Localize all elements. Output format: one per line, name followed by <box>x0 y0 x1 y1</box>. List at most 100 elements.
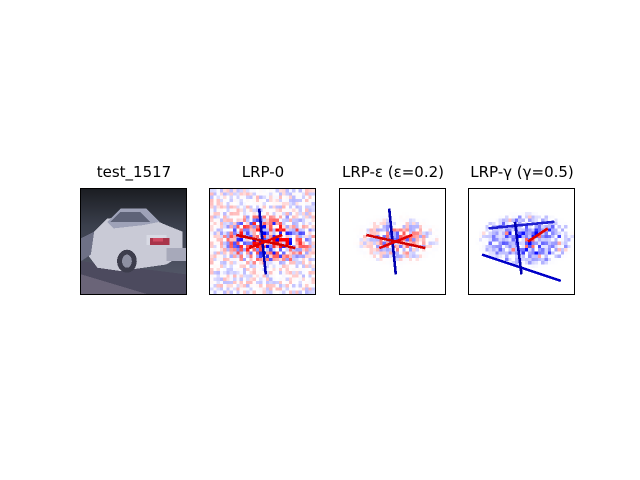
heatmap-cell <box>255 198 260 203</box>
heatmap-cell <box>389 192 393 196</box>
heatmap-cell <box>382 261 386 265</box>
heatmap-cell <box>282 228 286 232</box>
heatmap-cell <box>408 290 413 294</box>
heatmap-cell <box>311 189 315 193</box>
heatmap-cell <box>472 208 476 212</box>
heatmap-cell <box>551 244 555 249</box>
heatmap-cell <box>236 228 240 232</box>
heatmap-cell <box>239 251 243 255</box>
heatmap-cell <box>353 277 357 281</box>
heatmap-cell <box>485 198 489 203</box>
heatmap-cell <box>379 248 383 252</box>
heatmap-cell <box>495 205 499 209</box>
heatmap-cell <box>219 205 224 209</box>
heatmap-cell <box>521 290 525 294</box>
heatmap-cell <box>232 274 237 278</box>
heatmap-cell <box>223 225 227 229</box>
heatmap-cell <box>359 248 363 252</box>
heatmap-cell <box>311 238 315 242</box>
heatmap-cell <box>564 257 568 262</box>
heatmap-cell <box>469 264 473 268</box>
heatmap-cell <box>288 218 293 222</box>
heatmap-cell <box>346 254 350 258</box>
heatmap-cell <box>441 280 445 285</box>
heatmap-cell <box>298 254 302 258</box>
heatmap-cell <box>570 202 574 206</box>
heatmap-cell <box>282 234 286 239</box>
heatmap-cell <box>242 251 247 255</box>
heatmap-cell <box>408 192 413 196</box>
heatmap-cell <box>308 234 312 239</box>
heatmap-cell <box>425 264 429 268</box>
heatmap-cell <box>265 290 270 294</box>
heatmap-cell <box>431 208 436 212</box>
heatmap-cell <box>353 261 357 265</box>
heatmap-cell <box>389 189 393 193</box>
heatmap-cell <box>412 241 416 245</box>
heatmap-cell <box>541 287 545 291</box>
heatmap-cell <box>537 251 542 255</box>
heatmap-cell <box>259 287 263 291</box>
heatmap-cell <box>275 221 279 226</box>
heatmap-cell <box>292 198 296 203</box>
heatmap-cell <box>242 211 247 216</box>
heatmap-cell <box>524 198 529 203</box>
heatmap-cell <box>298 274 302 278</box>
heatmap-cell <box>295 257 299 262</box>
heatmap-cell <box>482 284 486 288</box>
heatmap-cell <box>399 287 403 291</box>
heatmap-cell <box>369 271 373 275</box>
heatmap-cell <box>501 228 506 232</box>
heatmap-cell <box>528 287 532 291</box>
heatmap-cell <box>392 290 396 294</box>
heatmap-cell <box>213 248 217 252</box>
heatmap-cell <box>269 192 273 196</box>
heatmap-cell <box>395 267 400 272</box>
heatmap-cell <box>298 205 302 209</box>
heatmap-cell <box>518 218 522 222</box>
heatmap-cell <box>501 248 506 252</box>
heatmap-cell <box>498 189 502 193</box>
heatmap-cell <box>353 274 357 278</box>
heatmap-cell <box>362 277 367 281</box>
heatmap-cell <box>524 211 529 216</box>
heatmap-cell <box>531 248 535 252</box>
heatmap-cell <box>557 248 561 252</box>
heatmap-cell <box>435 234 439 239</box>
heatmap-cell <box>560 257 565 262</box>
heatmap-cell <box>415 287 419 291</box>
heatmap-cell <box>395 205 400 209</box>
heatmap-cell <box>239 225 243 229</box>
heatmap-cell <box>475 290 479 294</box>
heatmap-cell <box>472 264 476 268</box>
heatmap-cell <box>431 284 436 288</box>
heatmap-cell <box>269 248 273 252</box>
heatmap-cell <box>567 264 571 268</box>
heatmap-cell <box>511 290 515 294</box>
heatmap-cell <box>213 195 217 199</box>
heatmap-cell <box>491 192 496 196</box>
heatmap-cell <box>488 228 492 232</box>
heatmap-cell <box>405 287 409 291</box>
heatmap-cell <box>551 192 555 196</box>
heatmap-cell <box>547 254 552 258</box>
heatmap-cell <box>491 261 496 265</box>
heatmap-cell <box>405 254 409 258</box>
heatmap-cell <box>498 211 502 216</box>
heatmap-cell <box>292 195 296 199</box>
heatmap-cell <box>353 192 357 196</box>
heatmap-cell <box>551 241 555 245</box>
heatmap-cell <box>376 211 380 216</box>
heatmap-cell <box>223 261 227 265</box>
heatmap-cell <box>498 274 502 278</box>
heatmap-cell <box>518 189 522 193</box>
heatmap-cell <box>531 241 535 245</box>
heatmap-cell <box>379 221 383 226</box>
heatmap-cell <box>275 202 279 206</box>
heatmap-cell <box>485 280 489 285</box>
heatmap-cell <box>343 267 347 272</box>
heatmap-cell <box>528 225 532 229</box>
heatmap-cell <box>511 241 515 245</box>
heatmap-cell <box>560 287 565 291</box>
heatmap-cell <box>265 192 270 196</box>
